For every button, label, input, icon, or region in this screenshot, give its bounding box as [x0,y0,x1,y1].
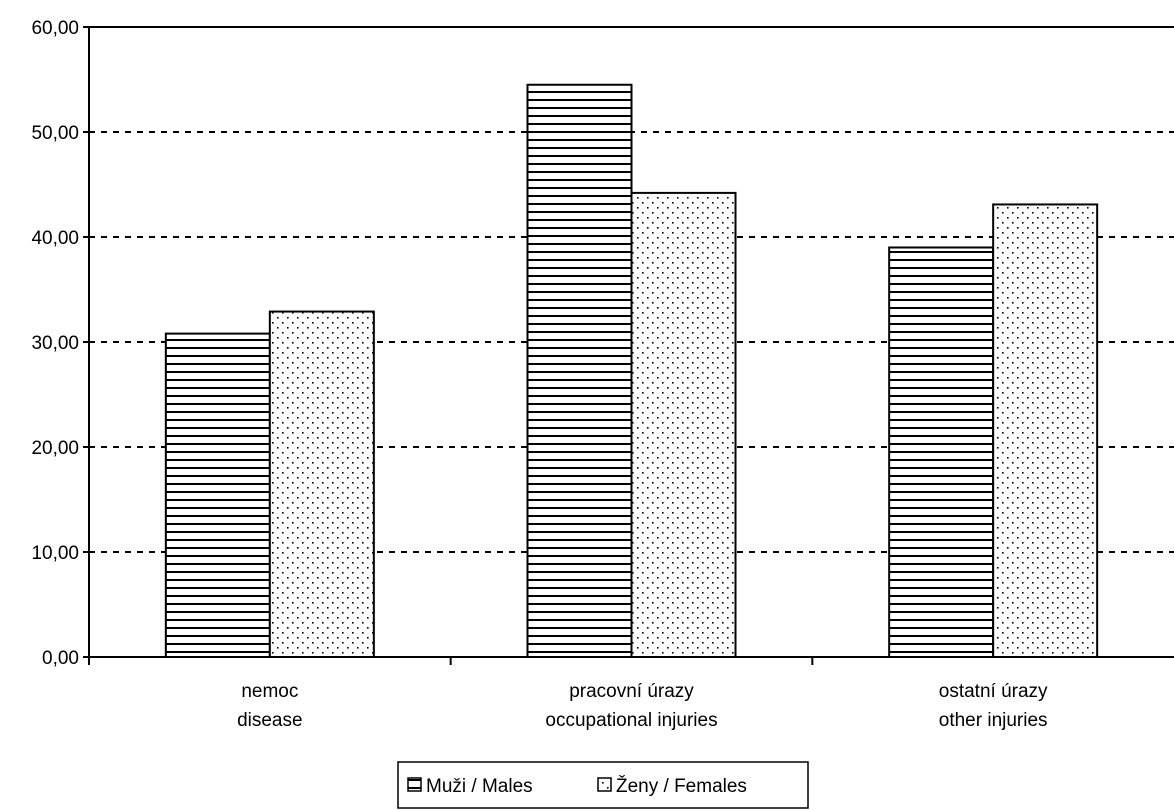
x-category-label: ostatní úrazy [939,681,1048,702]
bar-females [992,203,1099,658]
bar-males [888,246,995,658]
y-tick-label: 20,00 [31,438,79,459]
y-tick-label: 0,00 [42,648,79,669]
bar-females [268,310,375,658]
bar-females [630,191,737,658]
legend-swatch-males [407,777,422,792]
y-tick-label: 30,00 [31,333,79,354]
x-category-label: occupational injuries [545,710,717,731]
legend-swatch-females [597,777,612,792]
x-category-label: other injuries [939,710,1048,731]
legend-label-males: Muži / Males [426,776,533,797]
y-tick-label: 10,00 [31,543,79,564]
y-tick-label: 50,00 [31,123,79,144]
y-tick-label: 60,00 [31,18,79,39]
legend-label-females: Ženy / Females [616,775,747,797]
bars [164,83,1099,658]
bar-males [526,83,633,658]
x-category-label: pracovní úrazy [569,681,694,702]
y-tick-label: 40,00 [31,228,79,249]
bar-males [164,332,271,658]
axes [83,26,1174,665]
tick-labels: 0,00 10,00 20,00 30,00 40,00 50,00 60,00 nemoc d… [31,18,1048,731]
x-category-label: disease [237,710,303,731]
legend: Muži / Males Ženy / Females [397,761,809,809]
x-category-label: nemoc [241,681,298,702]
